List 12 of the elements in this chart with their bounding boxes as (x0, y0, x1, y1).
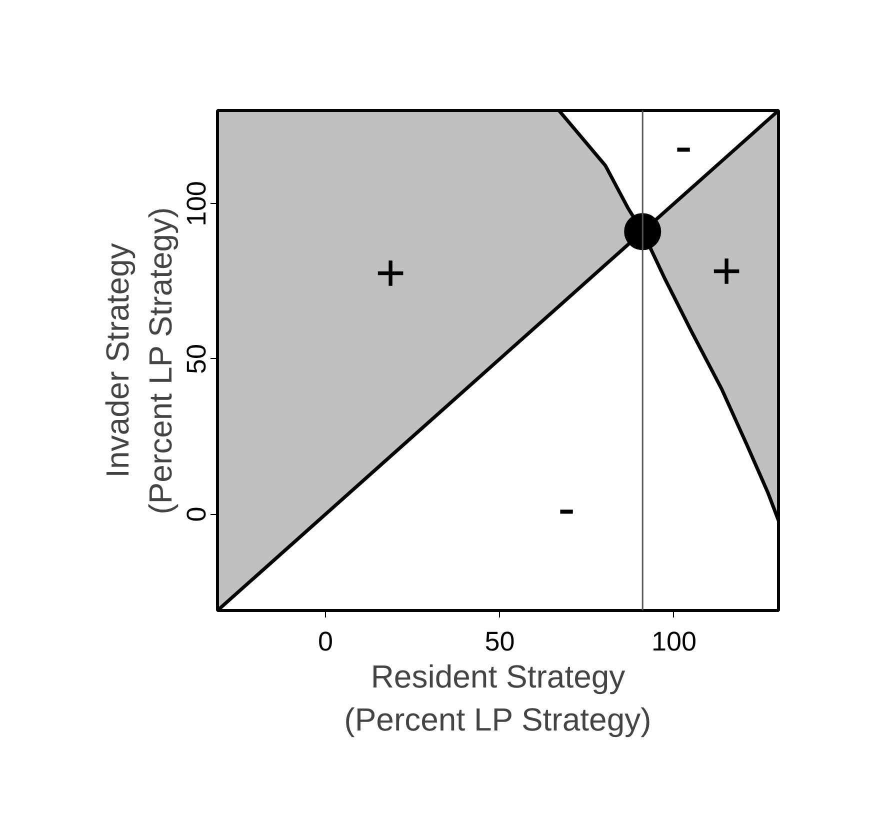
x-tick-label: 0 (318, 626, 334, 656)
x-axis-title: Resident Strategy (Percent LP Strategy) (344, 658, 652, 738)
y-axis-title: Invader Strategy (Percent LP Strategy) (99, 207, 178, 514)
annotation: + (711, 242, 742, 300)
x-tick-label: 100 (651, 626, 697, 656)
x-tick-label: 50 (484, 626, 515, 656)
y-tick-label: 50 (182, 344, 212, 374)
y-tick-label: 0 (182, 506, 212, 522)
y-tick-label: 100 (182, 181, 212, 226)
annotation: - (674, 118, 692, 176)
annotation: + (375, 244, 406, 302)
annotation: - (558, 480, 576, 538)
